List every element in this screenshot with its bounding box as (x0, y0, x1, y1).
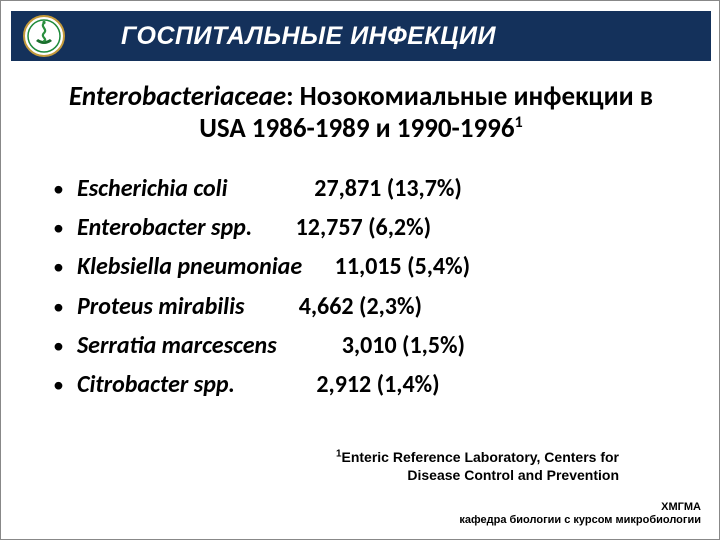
medical-emblem-icon (23, 15, 65, 57)
footer-line1: ХМГМА (661, 501, 701, 513)
citation-line2: Disease Control and Prevention (407, 467, 619, 483)
bullet-icon: • (53, 253, 77, 282)
organism-value: 11,015 (5,4%) (335, 251, 470, 282)
organism-value: 3,010 (1,5%) (342, 330, 465, 361)
bullet-icon: • (53, 332, 77, 361)
subtitle-sup: 1 (515, 113, 523, 132)
gap (244, 291, 298, 322)
gap (227, 173, 314, 204)
bullet-icon: • (53, 175, 77, 204)
list-item: •Serratia marcescens 3,010 (1,5%) (53, 330, 643, 361)
list-item: •Proteus mirabilis 4,662 (2,3%) (53, 291, 643, 322)
citation-line1: Enteric Reference Laboratory, Centers fo… (342, 449, 620, 465)
header-title: ГОСПИТАЛЬНЫЕ ИНФЕКЦИИ (121, 22, 496, 51)
list-item: •Klebsiella pneumoniae 11,015 (5,4%) (53, 251, 643, 282)
institution-logo (23, 15, 65, 57)
gap (302, 251, 335, 282)
gap (277, 330, 342, 361)
bullet-icon: • (53, 371, 77, 400)
organism-name: Serratia marcescens (77, 330, 277, 361)
citation: 1Enteric Reference Laboratory, Centers f… (209, 448, 619, 484)
bullet-icon: • (53, 293, 77, 322)
organism-name: Citrobacter spp. (77, 369, 235, 400)
organism-list: •Escherichia coli 27,871 (13,7%) •Entero… (53, 173, 643, 408)
organism-value: 12,757 (6,2%) (296, 212, 431, 243)
gap (252, 212, 295, 243)
organism-value: 27,871 (13,7%) (314, 173, 462, 204)
slide: ГОСПИТАЛЬНЫЕ ИНФЕКЦИИ Enterobacteriaceae… (0, 0, 720, 540)
list-item: •Enterobacter spp. 12,757 (6,2%) (53, 212, 643, 243)
list-item: •Escherichia coli 27,871 (13,7%) (53, 173, 643, 204)
header-band: ГОСПИТАЛЬНЫЕ ИНФЕКЦИИ (11, 11, 711, 61)
gap (235, 369, 311, 400)
organism-name: Escherichia coli (77, 173, 227, 204)
footer-line2: кафедра биологии с курсом микробиологии (459, 514, 701, 526)
list-item: •Citrobacter spp. 2,912 (1,4%) (53, 369, 643, 400)
bullet-icon: • (53, 214, 77, 243)
footer-department: ХМГМА кафедра биологии с курсом микробио… (459, 501, 701, 527)
subtitle-italic: Enterobacteriaceae (69, 80, 286, 113)
organism-name: Klebsiella pneumoniae (77, 251, 302, 282)
organism-value: 2,912 (1,4%) (311, 369, 440, 400)
organism-name: Enterobacter spp. (77, 212, 252, 243)
organism-value: 4,662 (2,3%) (299, 291, 422, 322)
slide-subtitle: Enterobacteriaceae: Нозокомиальные инфек… (61, 81, 661, 145)
organism-name: Proteus mirabilis (77, 291, 244, 322)
